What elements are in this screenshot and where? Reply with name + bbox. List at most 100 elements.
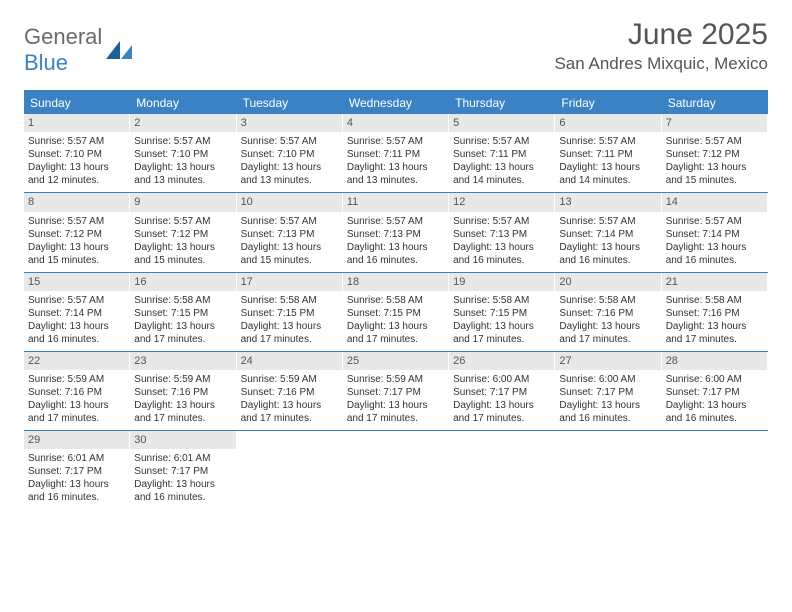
day-number: 11 [343, 193, 448, 211]
month-title: June 2025 [554, 18, 768, 52]
logo: General Blue [24, 24, 132, 76]
day-body: Sunrise: 5:57 AMSunset: 7:10 PMDaylight:… [24, 132, 129, 192]
calendar-cell: 4Sunrise: 5:57 AMSunset: 7:11 PMDaylight… [343, 114, 449, 192]
calendar-cell: 16Sunrise: 5:58 AMSunset: 7:15 PMDayligh… [130, 273, 236, 351]
calendar-cell: 30Sunrise: 6:01 AMSunset: 7:17 PMDayligh… [130, 431, 236, 509]
day-number: 23 [130, 352, 235, 370]
calendar-cell: 9Sunrise: 5:57 AMSunset: 7:12 PMDaylight… [130, 193, 236, 271]
day-body: Sunrise: 5:57 AMSunset: 7:10 PMDaylight:… [237, 132, 342, 192]
weekday-fri: Friday [555, 92, 661, 114]
day-number: 22 [24, 352, 129, 370]
calendar-row: 1Sunrise: 5:57 AMSunset: 7:10 PMDaylight… [24, 114, 768, 193]
day-number: 29 [24, 431, 129, 449]
calendar-row: 29Sunrise: 6:01 AMSunset: 7:17 PMDayligh… [24, 431, 768, 509]
day-body: Sunrise: 5:57 AMSunset: 7:11 PMDaylight:… [555, 132, 660, 192]
calendar-cell: 25Sunrise: 5:59 AMSunset: 7:17 PMDayligh… [343, 352, 449, 430]
day-body: Sunrise: 5:57 AMSunset: 7:10 PMDaylight:… [130, 132, 235, 192]
day-body: Sunrise: 6:00 AMSunset: 7:17 PMDaylight:… [662, 370, 767, 430]
calendar-cell [555, 431, 661, 509]
calendar-row: 8Sunrise: 5:57 AMSunset: 7:12 PMDaylight… [24, 193, 768, 272]
calendar-cell: 10Sunrise: 5:57 AMSunset: 7:13 PMDayligh… [237, 193, 343, 271]
calendar-cell [343, 431, 449, 509]
day-number: 30 [130, 431, 235, 449]
calendar-cell: 7Sunrise: 5:57 AMSunset: 7:12 PMDaylight… [662, 114, 768, 192]
day-number: 25 [343, 352, 448, 370]
calendar-cell: 17Sunrise: 5:58 AMSunset: 7:15 PMDayligh… [237, 273, 343, 351]
day-number: 4 [343, 114, 448, 132]
day-number: 27 [555, 352, 660, 370]
calendar-cell [449, 431, 555, 509]
day-number: 16 [130, 273, 235, 291]
day-number: 13 [555, 193, 660, 211]
day-body: Sunrise: 5:59 AMSunset: 7:16 PMDaylight:… [130, 370, 235, 430]
calendar-cell: 29Sunrise: 6:01 AMSunset: 7:17 PMDayligh… [24, 431, 130, 509]
calendar-cell: 26Sunrise: 6:00 AMSunset: 7:17 PMDayligh… [449, 352, 555, 430]
day-number: 18 [343, 273, 448, 291]
day-body: Sunrise: 5:57 AMSunset: 7:12 PMDaylight:… [24, 212, 129, 272]
calendar-cell: 12Sunrise: 5:57 AMSunset: 7:13 PMDayligh… [449, 193, 555, 271]
logo-text: General Blue [24, 24, 102, 76]
logo-text-1: General [24, 24, 102, 49]
day-number: 7 [662, 114, 767, 132]
calendar-cell: 8Sunrise: 5:57 AMSunset: 7:12 PMDaylight… [24, 193, 130, 271]
header: General Blue June 2025 San Andres Mixqui… [24, 18, 768, 76]
calendar-cell: 2Sunrise: 5:57 AMSunset: 7:10 PMDaylight… [130, 114, 236, 192]
logo-sail-icon [106, 41, 132, 59]
calendar-cell: 22Sunrise: 5:59 AMSunset: 7:16 PMDayligh… [24, 352, 130, 430]
day-body: Sunrise: 5:57 AMSunset: 7:11 PMDaylight:… [449, 132, 554, 192]
weekday-sat: Saturday [662, 92, 768, 114]
calendar-row: 15Sunrise: 5:57 AMSunset: 7:14 PMDayligh… [24, 273, 768, 352]
calendar-cell [237, 431, 343, 509]
day-number: 12 [449, 193, 554, 211]
day-body: Sunrise: 5:59 AMSunset: 7:16 PMDaylight:… [237, 370, 342, 430]
day-body: Sunrise: 5:58 AMSunset: 7:15 PMDaylight:… [130, 291, 235, 351]
logo-text-2: Blue [24, 50, 68, 75]
day-body: Sunrise: 5:57 AMSunset: 7:12 PMDaylight:… [130, 212, 235, 272]
calendar-cell: 1Sunrise: 5:57 AMSunset: 7:10 PMDaylight… [24, 114, 130, 192]
day-number: 21 [662, 273, 767, 291]
day-number: 14 [662, 193, 767, 211]
day-number: 20 [555, 273, 660, 291]
calendar-cell: 18Sunrise: 5:58 AMSunset: 7:15 PMDayligh… [343, 273, 449, 351]
day-number: 8 [24, 193, 129, 211]
day-number: 3 [237, 114, 342, 132]
calendar-cell: 28Sunrise: 6:00 AMSunset: 7:17 PMDayligh… [662, 352, 768, 430]
title-block: June 2025 San Andres Mixquic, Mexico [554, 18, 768, 74]
weekday-wed: Wednesday [343, 92, 449, 114]
day-number: 28 [662, 352, 767, 370]
weekday-tue: Tuesday [237, 92, 343, 114]
day-body: Sunrise: 5:57 AMSunset: 7:13 PMDaylight:… [343, 212, 448, 272]
calendar-cell: 19Sunrise: 5:58 AMSunset: 7:15 PMDayligh… [449, 273, 555, 351]
calendar-body: 1Sunrise: 5:57 AMSunset: 7:10 PMDaylight… [24, 114, 768, 509]
calendar-cell: 15Sunrise: 5:57 AMSunset: 7:14 PMDayligh… [24, 273, 130, 351]
calendar-cell: 27Sunrise: 6:00 AMSunset: 7:17 PMDayligh… [555, 352, 661, 430]
day-number: 5 [449, 114, 554, 132]
day-body: Sunrise: 5:58 AMSunset: 7:15 PMDaylight:… [237, 291, 342, 351]
calendar-cell: 14Sunrise: 5:57 AMSunset: 7:14 PMDayligh… [662, 193, 768, 271]
day-body: Sunrise: 5:57 AMSunset: 7:14 PMDaylight:… [555, 212, 660, 272]
weekday-sun: Sunday [24, 92, 130, 114]
day-body: Sunrise: 6:00 AMSunset: 7:17 PMDaylight:… [555, 370, 660, 430]
day-number: 1 [24, 114, 129, 132]
calendar-cell: 11Sunrise: 5:57 AMSunset: 7:13 PMDayligh… [343, 193, 449, 271]
day-body: Sunrise: 5:58 AMSunset: 7:16 PMDaylight:… [662, 291, 767, 351]
day-body: Sunrise: 5:57 AMSunset: 7:13 PMDaylight:… [237, 212, 342, 272]
weekday-mon: Monday [130, 92, 236, 114]
calendar-cell: 13Sunrise: 5:57 AMSunset: 7:14 PMDayligh… [555, 193, 661, 271]
calendar-cell: 24Sunrise: 5:59 AMSunset: 7:16 PMDayligh… [237, 352, 343, 430]
day-number: 9 [130, 193, 235, 211]
calendar: Sunday Monday Tuesday Wednesday Thursday… [24, 90, 768, 509]
day-number: 10 [237, 193, 342, 211]
day-number: 24 [237, 352, 342, 370]
day-body: Sunrise: 5:57 AMSunset: 7:12 PMDaylight:… [662, 132, 767, 192]
day-number: 6 [555, 114, 660, 132]
day-number: 17 [237, 273, 342, 291]
day-body: Sunrise: 5:57 AMSunset: 7:14 PMDaylight:… [24, 291, 129, 351]
day-body: Sunrise: 5:57 AMSunset: 7:14 PMDaylight:… [662, 212, 767, 272]
calendar-header-row: Sunday Monday Tuesday Wednesday Thursday… [24, 92, 768, 114]
day-number: 26 [449, 352, 554, 370]
calendar-cell: 21Sunrise: 5:58 AMSunset: 7:16 PMDayligh… [662, 273, 768, 351]
day-body: Sunrise: 6:01 AMSunset: 7:17 PMDaylight:… [130, 449, 235, 509]
day-body: Sunrise: 5:57 AMSunset: 7:13 PMDaylight:… [449, 212, 554, 272]
day-body: Sunrise: 5:58 AMSunset: 7:15 PMDaylight:… [343, 291, 448, 351]
